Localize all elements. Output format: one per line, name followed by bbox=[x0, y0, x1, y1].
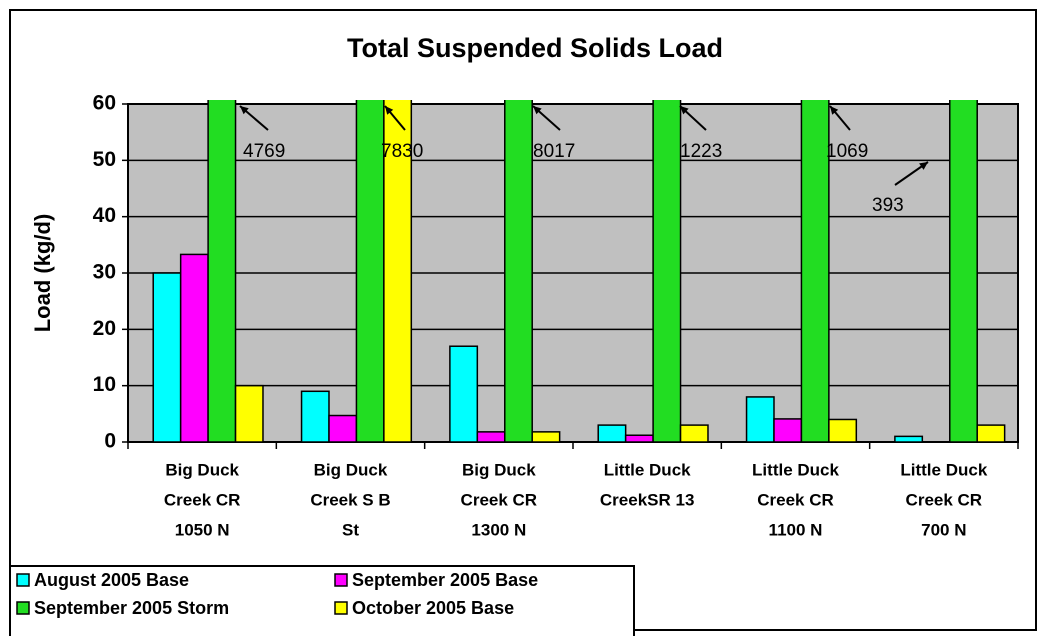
grid bbox=[128, 103, 1018, 443]
data-label: 1223 bbox=[680, 141, 722, 162]
x-tick-label: Big Duck bbox=[462, 460, 536, 479]
bar bbox=[152, 272, 182, 442]
x-tick-label: Big Duck bbox=[165, 460, 239, 479]
x-tick-label: 1300 N bbox=[471, 520, 526, 539]
x-tick-label: Creek S B bbox=[310, 490, 390, 509]
legend-swatch bbox=[334, 601, 348, 615]
bar bbox=[300, 390, 330, 442]
data-label: 8017 bbox=[533, 141, 575, 162]
data-label: 4769 bbox=[243, 141, 285, 162]
data-label: 393 bbox=[872, 195, 904, 216]
bar bbox=[476, 431, 506, 442]
y-tick-label: 60 bbox=[93, 92, 116, 115]
legend-label: August 2005 Base bbox=[34, 570, 189, 590]
bar bbox=[449, 345, 479, 442]
x-tick-label: CreekSR 13 bbox=[600, 490, 695, 509]
bars bbox=[152, 100, 1006, 442]
x-tick-label: Creek CR bbox=[757, 490, 834, 509]
bar bbox=[949, 100, 978, 442]
x-tick-label: St bbox=[342, 520, 359, 539]
bar bbox=[652, 100, 682, 442]
legend-swatch bbox=[16, 573, 30, 587]
bar bbox=[328, 414, 358, 442]
legend-label: September 2005 Storm bbox=[34, 598, 229, 618]
x-tick-label: Creek CR bbox=[906, 490, 983, 509]
y-tick-label: 20 bbox=[93, 317, 116, 340]
x-tick-label: Big Duck bbox=[314, 460, 388, 479]
bar bbox=[383, 100, 413, 442]
x-tick-label: Creek CR bbox=[164, 490, 241, 509]
y-tick-label: 50 bbox=[93, 148, 116, 171]
annotation-arrowhead bbox=[385, 106, 394, 115]
bar bbox=[207, 100, 237, 442]
x-tick-label: Little Duck bbox=[752, 460, 839, 479]
y-axis-label: Load (kg/d) bbox=[30, 214, 55, 333]
x-tick-label: Little Duck bbox=[900, 460, 987, 479]
bar bbox=[894, 435, 924, 442]
annotation-arrowhead bbox=[240, 106, 249, 115]
annotation-arrowhead bbox=[830, 106, 839, 115]
bar bbox=[531, 431, 561, 442]
bar bbox=[624, 434, 654, 442]
legend-swatch bbox=[334, 573, 348, 587]
bar bbox=[745, 396, 775, 442]
bar bbox=[773, 418, 803, 442]
y-tick-label: 10 bbox=[93, 373, 116, 396]
bar bbox=[976, 424, 1006, 442]
data-label: 7830 bbox=[381, 141, 423, 162]
x-tick-label: 1050 N bbox=[175, 520, 230, 539]
bar bbox=[800, 100, 830, 442]
bar bbox=[597, 424, 627, 442]
bar bbox=[504, 100, 533, 442]
bar bbox=[355, 100, 385, 442]
chart-title: Total Suspended Solids Load bbox=[347, 33, 723, 63]
axes: 0 10 20 30 40 50 60 bbox=[93, 92, 1019, 453]
x-tick-label: Creek CR bbox=[461, 490, 538, 509]
data-label: 1069 bbox=[826, 141, 868, 162]
bar bbox=[679, 424, 709, 442]
legend-box bbox=[9, 565, 635, 639]
annotation-arrowhead bbox=[919, 162, 928, 170]
x-tick-label: 700 N bbox=[921, 520, 966, 539]
legend-swatch bbox=[16, 601, 30, 615]
legend-label: September 2005 Base bbox=[352, 570, 538, 590]
annotation-arrowhead bbox=[680, 106, 689, 115]
annotations: 4769 7830 8017 1223 1069 393 bbox=[239, 105, 929, 216]
y-tick-label: 30 bbox=[93, 261, 116, 284]
legend-label: October 2005 Base bbox=[352, 598, 514, 618]
annotation-arrowhead bbox=[533, 106, 542, 115]
bar bbox=[179, 253, 209, 442]
x-tick-label: Little Duck bbox=[604, 460, 691, 479]
y-tick-label: 40 bbox=[93, 204, 116, 227]
legend: August 2005 Base September 2005 Base Septe… bbox=[16, 570, 538, 618]
bar bbox=[234, 384, 264, 442]
y-tick-label: 0 bbox=[104, 430, 116, 453]
x-tick-label: 1100 N bbox=[769, 520, 823, 539]
bar bbox=[828, 418, 858, 442]
